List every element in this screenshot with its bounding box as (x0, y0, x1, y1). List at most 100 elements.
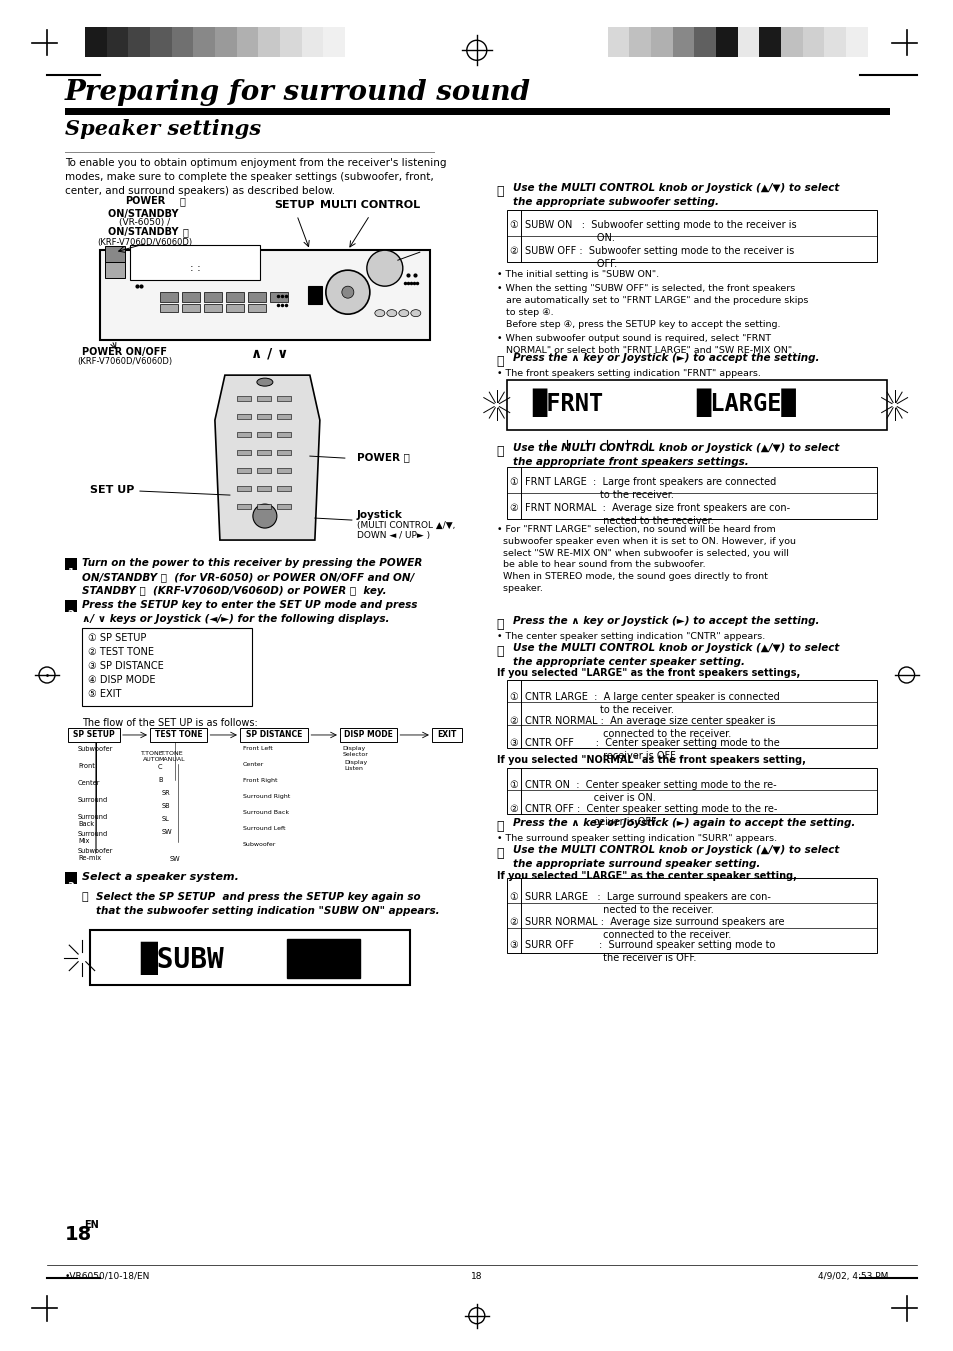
Text: █SUBW: █SUBW (140, 942, 223, 975)
Text: ∧ / ∨: ∧ / ∨ (251, 346, 288, 361)
Text: SETUP: SETUP (274, 200, 314, 211)
Text: ① SP SETUP: ① SP SETUP (88, 634, 146, 643)
Text: FRNT LARGE  :  Large front speakers are connected
                        to the: FRNT LARGE : Large front speakers are co… (524, 477, 775, 500)
Circle shape (253, 504, 276, 528)
Text: Subwoofer: Subwoofer (78, 746, 113, 753)
Bar (323, 27, 344, 57)
Text: TEST TONE: TEST TONE (154, 730, 202, 739)
Bar (506, 680, 876, 748)
Bar (256, 432, 271, 438)
Text: • The initial setting is "SUBW ON".: • The initial setting is "SUBW ON". (497, 270, 659, 280)
Text: ③: ③ (508, 738, 517, 748)
Text: Subwoofer: Subwoofer (243, 842, 276, 847)
Text: SUBW OFF :  Subwoofer setting mode to the receiver is
                       OFF: SUBW OFF : Subwoofer setting mode to the… (524, 246, 793, 269)
Bar (432, 728, 461, 742)
Text: Ⓗ: Ⓗ (497, 847, 504, 861)
Bar (236, 415, 251, 419)
Text: Speaker settings: Speaker settings (65, 119, 261, 139)
Circle shape (341, 286, 354, 299)
Bar (256, 396, 271, 401)
Text: ③ SP DISTANCE: ③ SP DISTANCE (88, 661, 164, 671)
Bar (65, 151, 435, 153)
Text: Ⓐ: Ⓐ (82, 892, 89, 902)
Text: CNTR LARGE  :  A large center speaker is connected
                        to th: CNTR LARGE : A large center speaker is c… (524, 692, 779, 715)
Text: Use the MULTI CONTROL knob or Joystick (▲/▼) to select
the appropriate surround : Use the MULTI CONTROL knob or Joystick (… (512, 844, 839, 869)
Text: CNTR NORMAL :  An average size center speaker is
                         connec: CNTR NORMAL : An average size center spe… (524, 716, 775, 739)
Text: Front Left: Front Left (243, 746, 273, 751)
Text: T.TONE
MANUAL: T.TONE MANUAL (158, 751, 185, 762)
Bar (270, 292, 288, 303)
Bar (82, 628, 252, 707)
Bar (276, 504, 291, 509)
Text: Before step ④, press the SETUP key to accept the setting.: Before step ④, press the SETUP key to ac… (497, 320, 780, 330)
Text: SW: SW (162, 830, 172, 835)
Bar (160, 292, 178, 303)
Text: The flow of the SET UP is as follows:: The flow of the SET UP is as follows: (82, 717, 257, 728)
Text: • When the setting "SUBW OFF" is selected, the front speakers
   are automatical: • When the setting "SUBW OFF" is selecte… (497, 284, 807, 316)
Text: ②: ② (508, 716, 517, 725)
Text: Center: Center (243, 762, 264, 767)
Bar (204, 304, 222, 312)
Text: Front Right: Front Right (243, 778, 277, 784)
Text: █FRNT: █FRNT (531, 388, 602, 416)
Text: ⏻: ⏻ (180, 196, 186, 207)
Text: ④ DISP MODE: ④ DISP MODE (88, 676, 155, 685)
Text: ON/STANDBY: ON/STANDBY (108, 227, 182, 238)
Bar (506, 211, 876, 262)
Text: : :: : : (190, 263, 200, 273)
Text: If you selected "NORMAL" as the front speakers setting,: If you selected "NORMAL" as the front sp… (497, 755, 805, 765)
Bar (801, 27, 823, 57)
Bar (65, 600, 77, 612)
Text: Turn on the power to this receiver by pressing the POWER
ON/STANDBY ⏻  (for VR-6: Turn on the power to this receiver by pr… (82, 558, 422, 596)
Text: Use the MULTI CONTROL knob or Joystick (▲/▼) to select
the appropriate subwoofer: Use the MULTI CONTROL knob or Joystick (… (512, 184, 839, 207)
Text: Surround
Mix: Surround Mix (78, 831, 108, 844)
Text: ⏻: ⏻ (183, 227, 189, 238)
Bar (823, 27, 845, 57)
Text: Ⓓ: Ⓓ (497, 444, 504, 458)
Bar (607, 27, 629, 57)
Text: ①: ① (508, 780, 517, 790)
Bar (506, 467, 876, 519)
Bar (716, 27, 737, 57)
Bar (276, 467, 291, 473)
Text: Surround
Back: Surround Back (78, 813, 108, 827)
Text: SW: SW (170, 857, 180, 862)
Text: POWER ON/OFF: POWER ON/OFF (82, 347, 168, 357)
Text: Display
Listen: Display Listen (344, 761, 368, 771)
Bar (236, 486, 251, 490)
Text: SET UP: SET UP (90, 485, 134, 494)
Bar (276, 415, 291, 419)
Bar (128, 27, 150, 57)
Text: Select a speaker system.: Select a speaker system. (82, 871, 238, 882)
Bar (150, 27, 172, 57)
Text: To enable you to obtain optimum enjoyment from the receiver's listening
modes, m: To enable you to obtain optimum enjoymen… (65, 158, 446, 196)
Text: Surround Back: Surround Back (243, 811, 289, 815)
Text: Center: Center (78, 780, 100, 786)
Bar (506, 380, 885, 430)
Text: 3: 3 (68, 882, 74, 892)
Bar (236, 432, 251, 438)
Text: █LARGE█: █LARGE█ (696, 388, 796, 416)
Text: Ⓔ: Ⓔ (497, 617, 504, 631)
Bar (672, 27, 694, 57)
Text: Front: Front (78, 763, 94, 769)
Text: DOWN ◄ / UP► ): DOWN ◄ / UP► ) (356, 531, 430, 540)
Text: Press the SETUP key to enter the SET UP mode and press
∧/ ∨ keys or Joystick (◄/: Press the SETUP key to enter the SET UP … (82, 600, 416, 624)
Bar (301, 27, 323, 57)
Bar (90, 929, 410, 985)
Bar (339, 728, 396, 742)
Ellipse shape (411, 309, 420, 316)
Bar (256, 450, 271, 455)
Bar (629, 27, 650, 57)
Ellipse shape (375, 309, 384, 316)
Text: Surround: Surround (78, 797, 108, 802)
Text: ①: ① (508, 692, 517, 703)
Bar (248, 304, 266, 312)
Bar (236, 450, 251, 455)
Text: CNTR ON  :  Center speaker setting mode to the re-
                      ceiver : CNTR ON : Center speaker setting mode to… (524, 780, 776, 802)
Text: ⑤ EXIT: ⑤ EXIT (88, 689, 121, 698)
Bar (276, 432, 291, 438)
Bar (150, 728, 207, 742)
Bar (236, 27, 258, 57)
Text: MULTI CONTROL: MULTI CONTROL (319, 200, 419, 211)
